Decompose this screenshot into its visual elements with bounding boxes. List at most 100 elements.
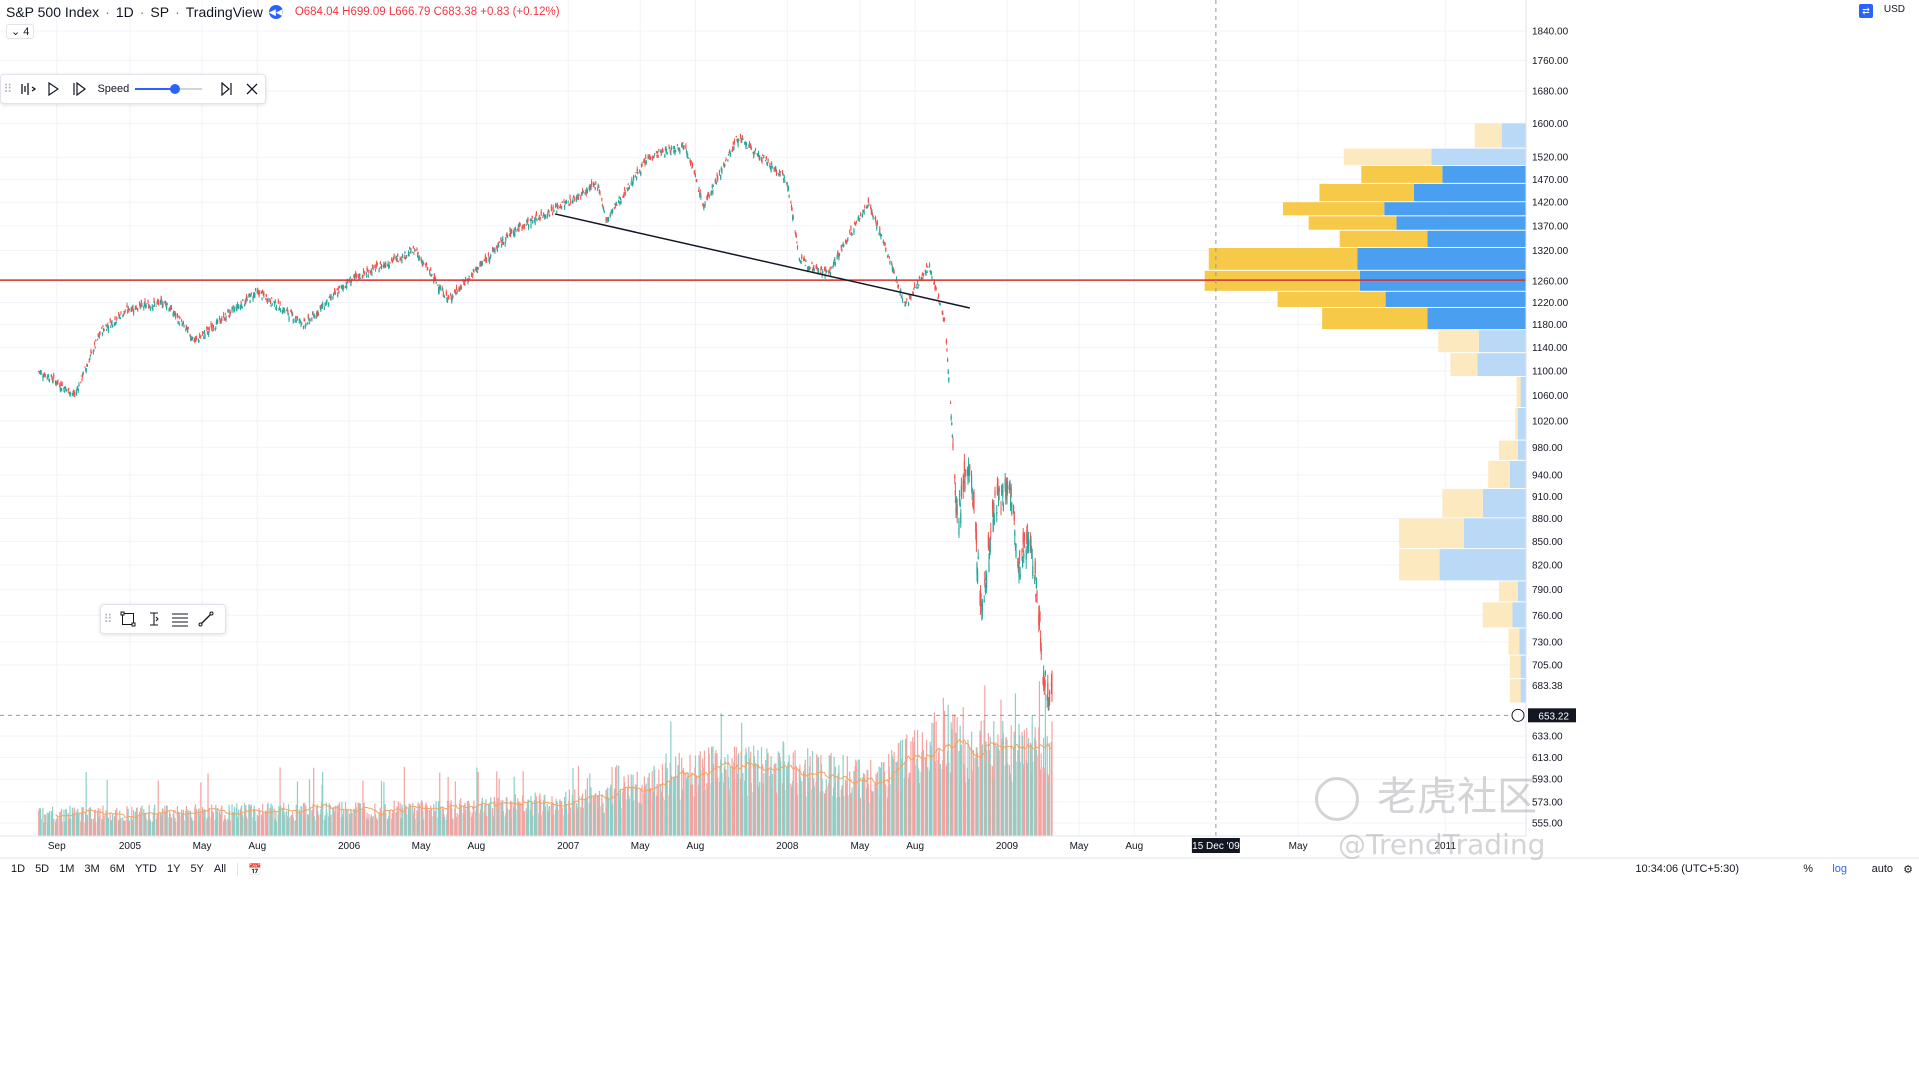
volume-bar <box>799 764 801 836</box>
play-icon[interactable] <box>40 76 66 102</box>
volume-bar <box>756 763 758 836</box>
rectangle-icon[interactable] <box>115 606 141 632</box>
candle-body <box>429 273 431 276</box>
clock[interactable]: 10:34:06 (UTC+5:30) <box>1635 863 1739 875</box>
volume-bar <box>60 809 63 836</box>
volume-bar <box>475 811 477 836</box>
speed-slider[interactable] <box>135 76 203 102</box>
range-all[interactable]: All <box>213 863 227 875</box>
volume-bar <box>824 798 826 836</box>
volume-bar <box>139 819 141 836</box>
candle-body <box>954 475 956 479</box>
candle-body <box>438 288 440 293</box>
speed-slider-knob[interactable] <box>170 84 181 94</box>
date-range-icon[interactable]: 📅 <box>237 862 267 876</box>
candle-body <box>976 563 978 575</box>
range-5y[interactable]: 5Y <box>190 863 204 875</box>
drag-handle-icon[interactable]: ⠿ <box>103 612 113 626</box>
settings-gear-icon[interactable]: ⚙ <box>1903 863 1913 876</box>
candle-body <box>874 217 876 219</box>
volume-bar <box>281 807 284 836</box>
volume-bar <box>490 797 492 836</box>
candle-body <box>828 272 830 274</box>
candle-body <box>174 311 176 313</box>
candle-body <box>309 319 311 322</box>
range-6m[interactable]: 6M <box>109 863 125 875</box>
candle-body <box>626 188 628 190</box>
indicators-collapse-button[interactable]: ⌄ 4 <box>6 24 35 39</box>
replay-back-icon[interactable]: ◀◀ <box>268 5 283 19</box>
candle-body <box>317 311 319 315</box>
currency-label[interactable]: USD <box>1883 4 1905 15</box>
volume-bar <box>767 753 769 836</box>
candle-body <box>391 259 393 262</box>
volume-bar <box>998 750 1000 836</box>
volume-bar <box>631 801 634 836</box>
candle-body <box>598 187 600 189</box>
percent-scale-toggle[interactable]: % <box>1803 863 1813 875</box>
close-icon[interactable] <box>239 76 265 102</box>
volume-bar <box>618 801 620 836</box>
log-scale-toggle[interactable]: log <box>1832 863 1847 875</box>
drag-handle-icon[interactable]: ⠿ <box>3 82 13 96</box>
volume-bar <box>910 741 912 836</box>
candle-body <box>628 187 631 189</box>
range-1y[interactable]: 1Y <box>166 863 181 875</box>
price-range-icon[interactable] <box>141 606 167 632</box>
volume-bar <box>853 770 855 836</box>
candle-body <box>569 196 571 199</box>
volume-bar <box>658 769 660 836</box>
candle-body <box>330 295 332 299</box>
volume-bar <box>820 764 823 836</box>
volume-bar <box>53 818 55 836</box>
volume-bar <box>494 801 496 836</box>
candle-body <box>1011 502 1013 514</box>
volume-bar <box>253 808 255 836</box>
auto-scale-toggle[interactable]: auto <box>1871 863 1893 875</box>
volume-bar <box>837 775 839 836</box>
volume-bar <box>187 810 189 836</box>
candle-body <box>136 308 138 310</box>
candle-body <box>990 531 992 533</box>
candle-body <box>795 232 797 236</box>
candle-body <box>988 544 991 553</box>
candle-body <box>580 193 583 195</box>
volume-bar <box>544 806 546 836</box>
range-ytd[interactable]: YTD <box>134 863 157 875</box>
range-1d[interactable]: 1D <box>11 863 26 875</box>
candle-body <box>607 217 610 221</box>
range-5d[interactable]: 5D <box>35 863 50 875</box>
symbol-name[interactable]: S&P 500 Index <box>6 4 100 20</box>
select-bar-icon[interactable] <box>15 76 41 102</box>
volume-bar <box>979 733 982 836</box>
volume-bar <box>606 788 608 836</box>
volume-bar <box>61 821 63 836</box>
volume-bar <box>157 780 159 836</box>
fib-retracement-icon[interactable] <box>167 606 193 632</box>
volume-bar <box>472 816 474 836</box>
step-forward-icon[interactable] <box>66 76 92 102</box>
trend-line-icon[interactable] <box>193 606 219 632</box>
volume-bar <box>959 725 961 836</box>
drawing-toolbar: ⠿ <box>100 604 226 634</box>
jump-to-realtime-icon[interactable] <box>214 76 240 102</box>
volume-bar <box>627 774 629 836</box>
candle-body <box>245 296 248 299</box>
volume-bar <box>280 805 282 836</box>
candle-body <box>441 287 443 292</box>
candle-body <box>1036 591 1038 602</box>
price-tick-label: 683.38 <box>1532 681 1563 692</box>
volume-bar <box>597 795 599 836</box>
interval-label[interactable]: 1D <box>115 4 134 20</box>
currency-toggle-icon[interactable]: ⇄ <box>1859 4 1873 18</box>
volume-bar <box>366 812 368 836</box>
volume-bar <box>202 809 204 836</box>
volume-bar <box>681 757 683 836</box>
range-3m[interactable]: 3M <box>84 863 100 875</box>
range-1m[interactable]: 1M <box>59 863 75 875</box>
volume-bar <box>358 802 360 836</box>
volume-bar <box>414 818 416 836</box>
candle-body <box>206 326 208 330</box>
candle-body <box>248 294 250 297</box>
